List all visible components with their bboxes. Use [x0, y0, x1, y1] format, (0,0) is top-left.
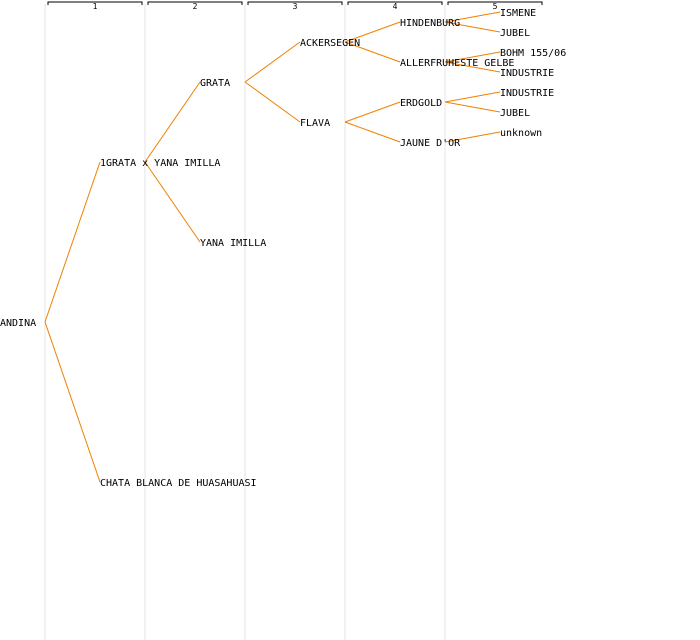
edge-andina-grata-yana — [44, 161, 101, 323]
edge-flava-jaune — [344, 121, 401, 143]
node-flava[interactable]: FLAVA — [300, 118, 330, 129]
pedigree-edges — [44, 11, 501, 483]
edge-allerfrueste-bohm — [444, 51, 501, 63]
edge-andina-chata — [44, 321, 101, 483]
edge-grata-yana-yana — [144, 161, 201, 243]
generation-number: 4 — [393, 2, 398, 11]
node-erdgold[interactable]: ERDGOLD — [400, 98, 442, 109]
generation-bracket-2 — [147, 1, 243, 5]
node-grata[interactable]: GRATA — [200, 78, 230, 89]
edge-ackersegen-hindenburg — [344, 21, 401, 43]
pedigree-labels: ANDINA 1GRATA x YANA IMILLA CHATA BLANCA D… — [0, 8, 566, 489]
node-yana[interactable]: YANA IMILLA — [200, 238, 266, 249]
edge-erdgold-jubel2 — [444, 101, 501, 113]
node-industrie2[interactable]: INDUSTRIE — [500, 88, 554, 99]
node-unknown[interactable]: unknown — [500, 128, 542, 139]
edge-flava-erdgold — [344, 101, 401, 123]
node-jubel2[interactable]: JUBEL — [500, 108, 530, 119]
node-allerfrueste[interactable]: ALLERFRUHESTE GELBE — [400, 58, 514, 69]
edge-erdgold-industrie2 — [444, 91, 501, 103]
node-ackersegen[interactable]: ACKERSEGEN — [300, 38, 360, 49]
node-chata[interactable]: CHATA BLANCA DE HUASAHUASI — [100, 478, 257, 489]
generation-bracket-4 — [347, 1, 443, 5]
edge-grata-ackersegen — [244, 41, 301, 83]
node-hindenburg[interactable]: HINDENBURG — [400, 18, 460, 29]
generation-bracket-1 — [47, 1, 143, 5]
generation-bracket-5 — [447, 1, 543, 5]
generation-headers: 1 2 3 4 5 — [47, 1, 543, 11]
node-andina[interactable]: ANDINA — [0, 318, 36, 329]
node-industrie1[interactable]: INDUSTRIE — [500, 68, 554, 79]
edge-ackersegen-allerfrueste — [344, 41, 401, 63]
node-jaune[interactable]: JAUNE D'OR — [400, 138, 461, 149]
generation-number: 1 — [93, 2, 98, 11]
edge-jaune-unknown — [444, 131, 501, 143]
edge-grata-yana-grata — [144, 81, 201, 163]
edge-grata-flava — [244, 81, 301, 123]
generation-number: 3 — [293, 2, 298, 11]
generation-bracket-3 — [247, 1, 343, 5]
generation-number: 5 — [493, 2, 498, 11]
node-ismene[interactable]: ISMENE — [500, 8, 536, 19]
edge-allerfrueste-industrie1 — [444, 61, 501, 73]
generation-number: 2 — [193, 2, 198, 11]
edge-hindenburg-jubel1 — [444, 21, 501, 33]
generation-columns — [44, 4, 446, 640]
node-bohm[interactable]: BOHM 155/06 — [500, 48, 566, 59]
edge-hindenburg-ismene — [444, 11, 501, 23]
node-jubel1[interactable]: JUBEL — [500, 28, 530, 39]
node-grata-yana[interactable]: 1GRATA x YANA IMILLA — [100, 158, 220, 169]
